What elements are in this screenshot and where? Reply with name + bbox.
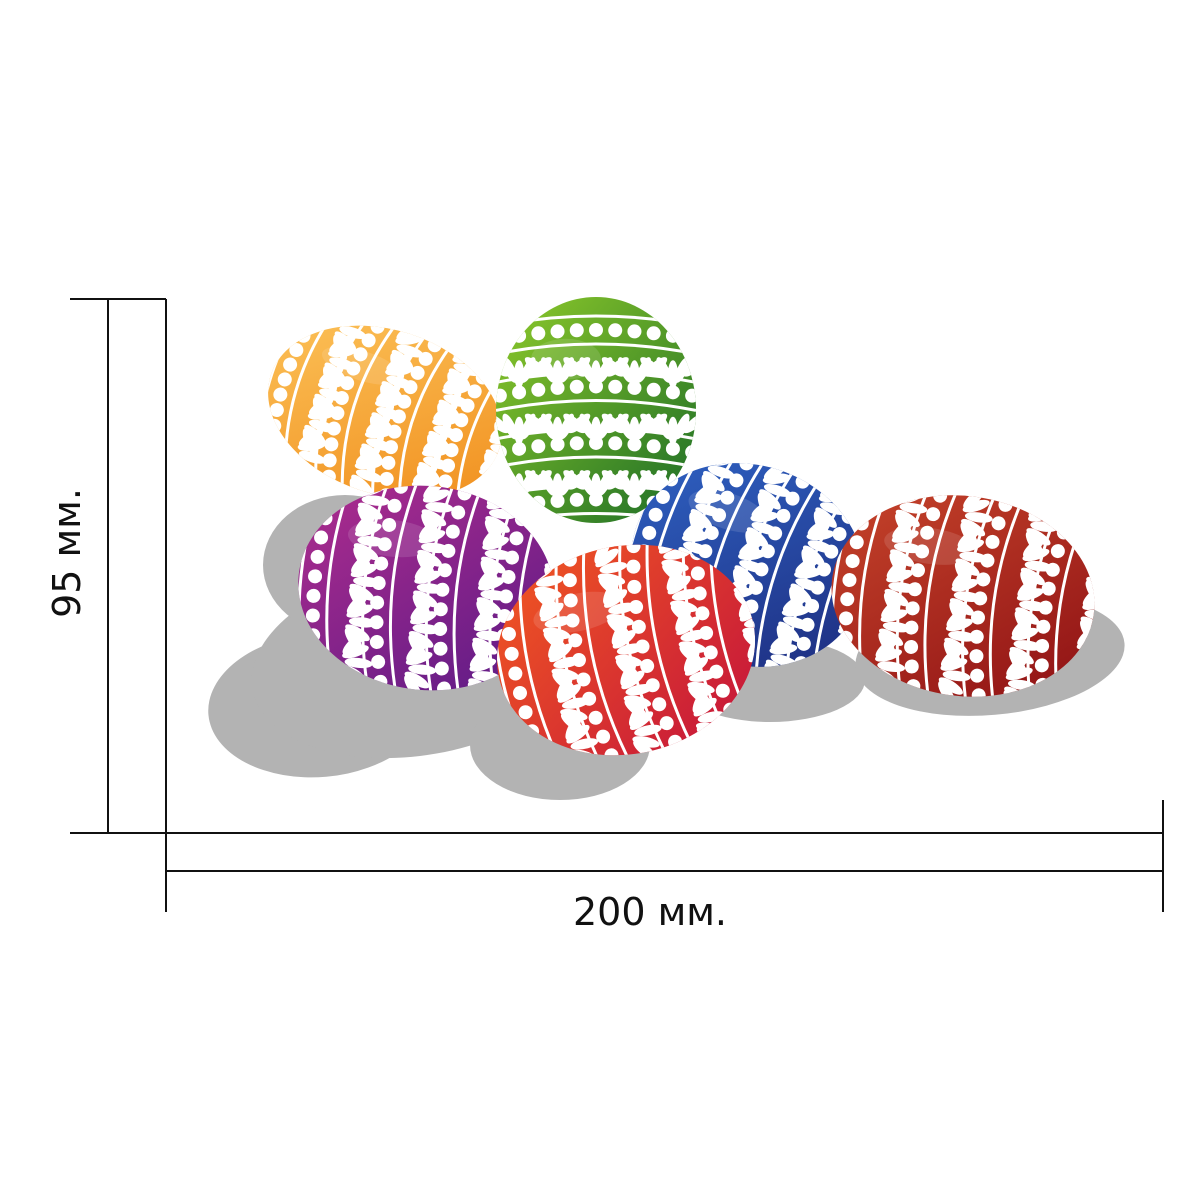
- height-dimension: 95 мм.: [45, 298, 167, 834]
- height-label: 95 мм.: [45, 488, 89, 618]
- width-label: 200 мм.: [573, 890, 727, 934]
- egg-purple: [297, 473, 564, 703]
- eggs-group: [256, 297, 1108, 777]
- egg-green-body: [496, 297, 696, 523]
- width-dimension: 200 мм.: [165, 800, 1164, 934]
